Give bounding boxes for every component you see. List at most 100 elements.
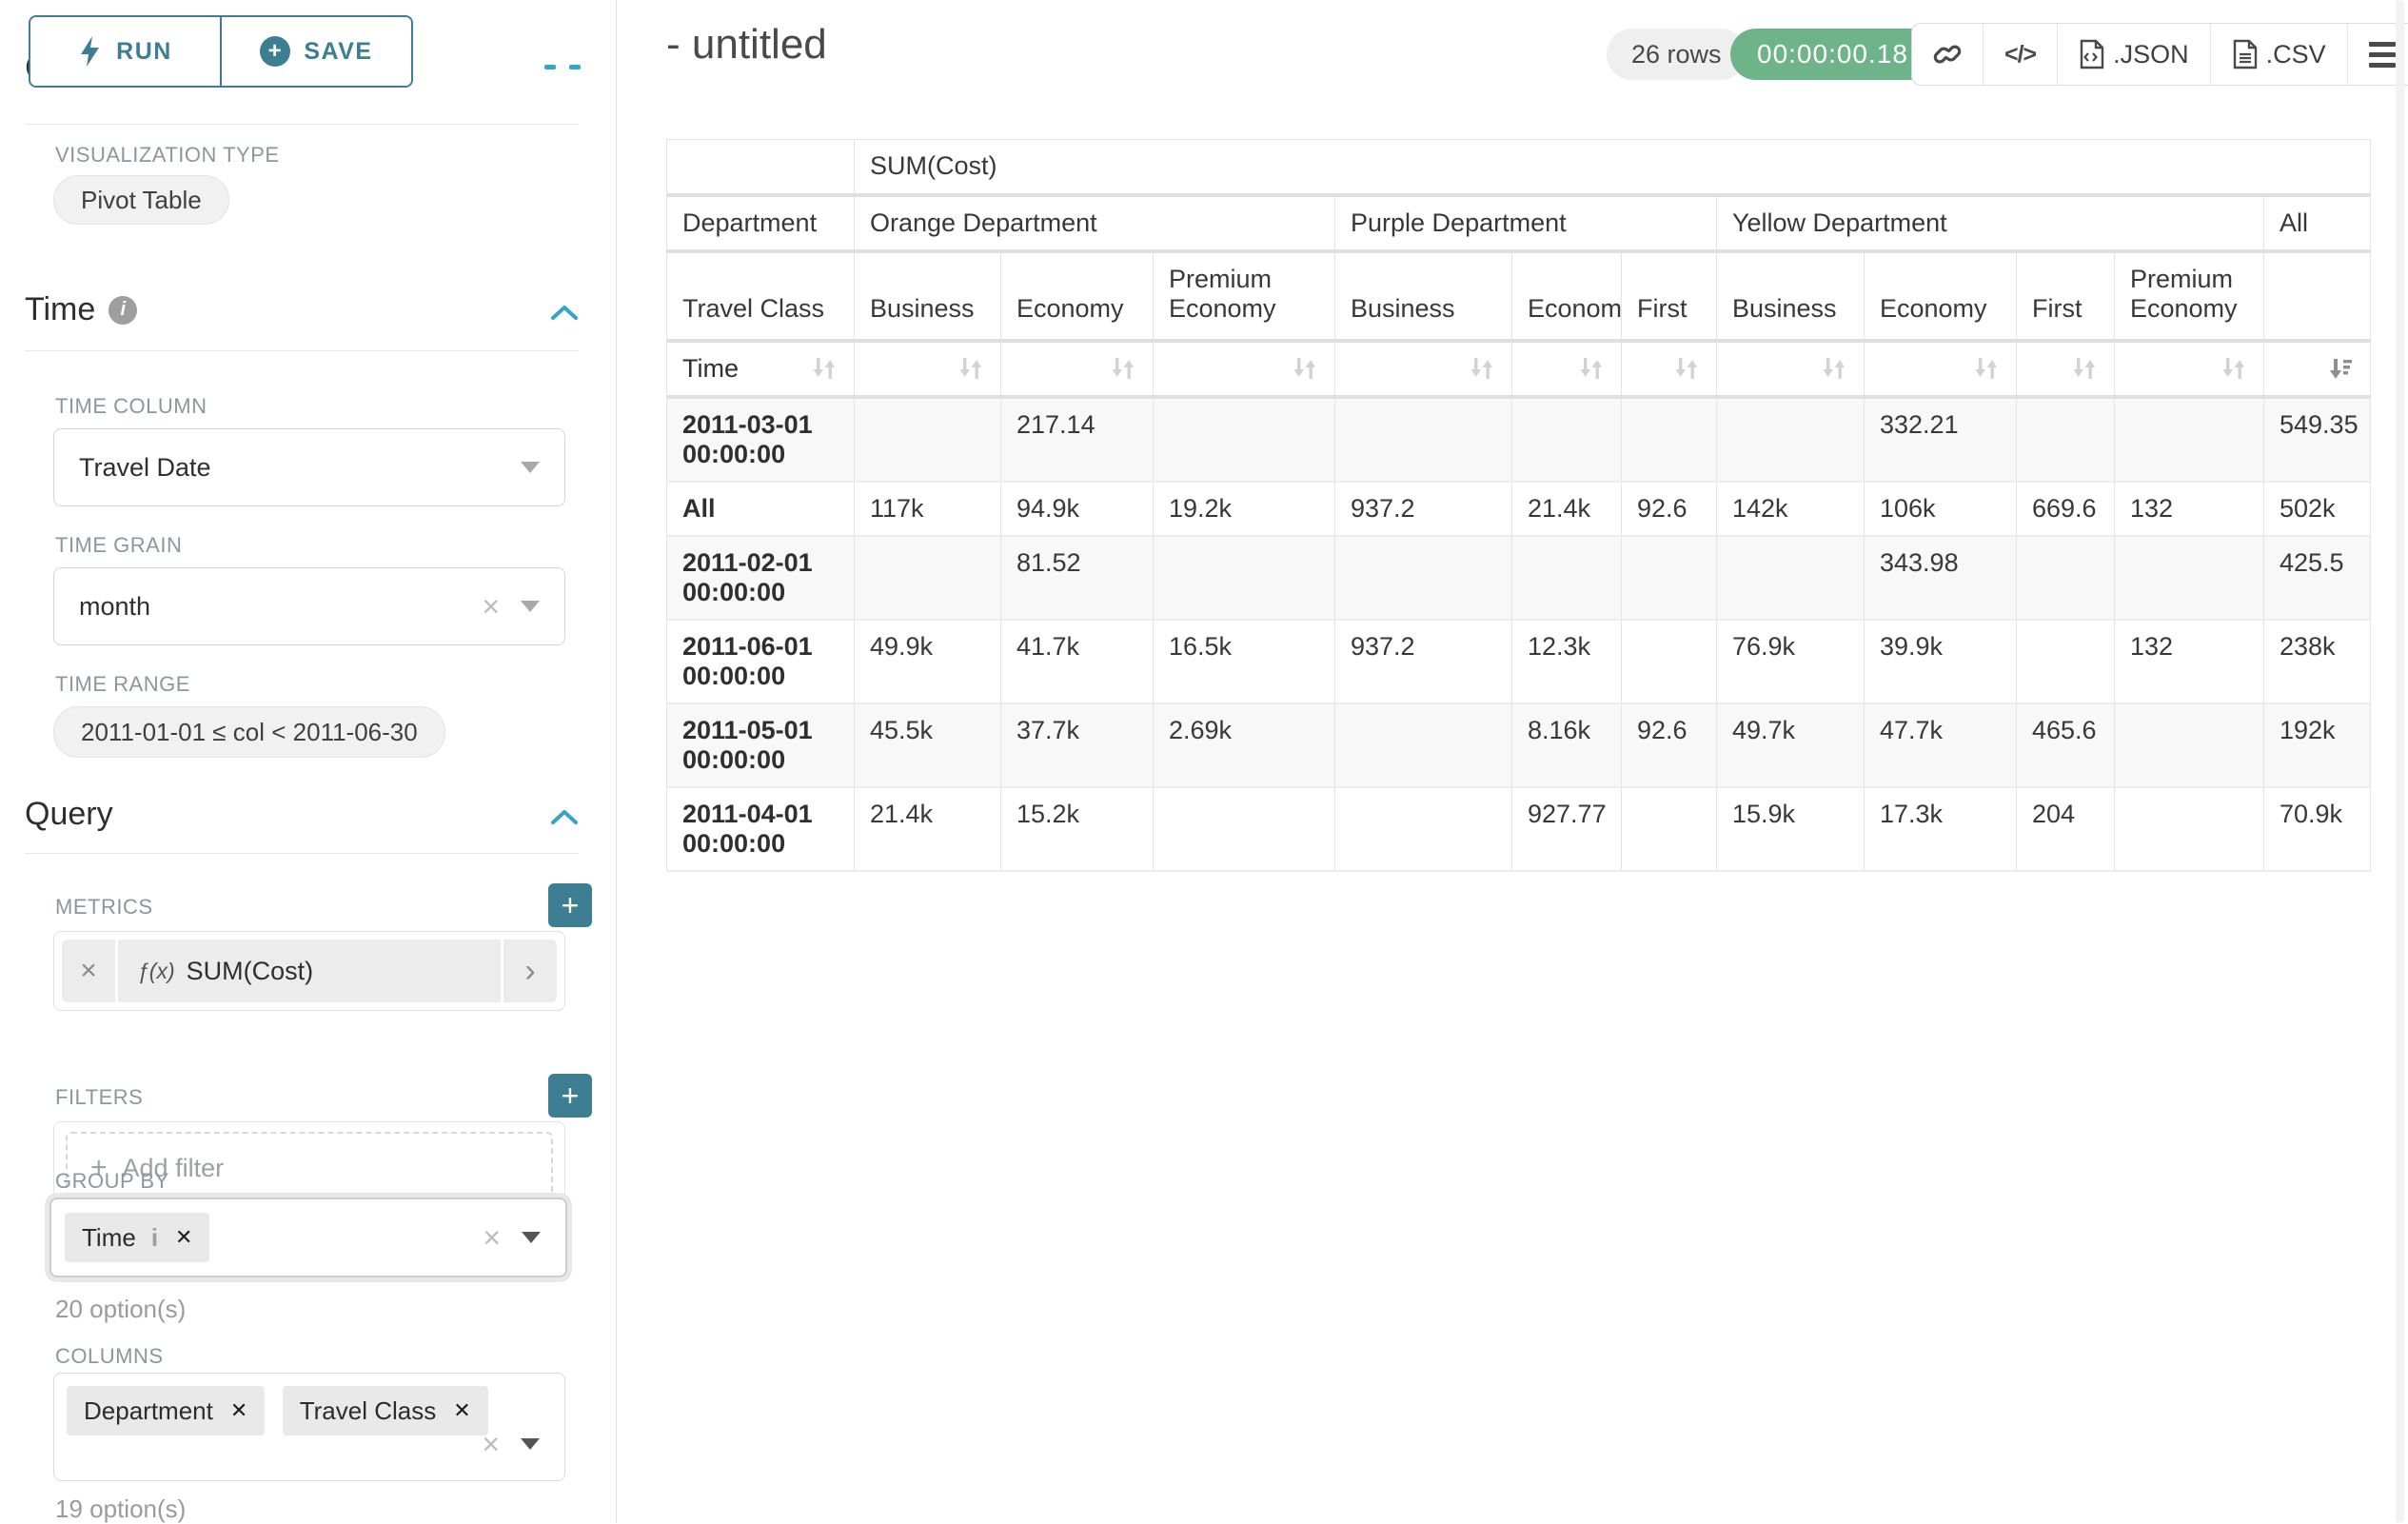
value-cell: [1621, 535, 1717, 620]
value-cell: 15.9k: [1716, 786, 1865, 871]
column-sort-cell[interactable]: [1864, 340, 2017, 397]
chevron-up-icon[interactable]: [550, 303, 579, 322]
group-by-select[interactable]: Time i ✕ ×: [49, 1197, 567, 1277]
copy-link-button[interactable]: [1912, 24, 1983, 85]
column-sort-cell[interactable]: [2262, 340, 2372, 397]
csv-file-icon: [2233, 39, 2257, 69]
link-icon: [1933, 45, 1962, 64]
time-grain-select[interactable]: month ×: [53, 567, 565, 645]
column-sort-cell[interactable]: [1621, 340, 1717, 397]
menu-button[interactable]: [2346, 24, 2408, 85]
caret-down-icon: [521, 601, 540, 612]
query-section-header[interactable]: Query: [25, 796, 113, 832]
sort-icon: [1470, 358, 1492, 379]
column-sort-cell[interactable]: [1334, 340, 1512, 397]
panel-resize-handle[interactable]: [544, 65, 581, 69]
row-label-cell: 2011-03-01 00:00:00: [666, 396, 855, 482]
column-sort-cell[interactable]: [2016, 340, 2115, 397]
fx-icon: ƒ(x): [137, 958, 175, 983]
time-column-label: TIME COLUMN: [55, 394, 207, 418]
caret-down-icon[interactable]: [522, 1232, 541, 1243]
page-scrollbar[interactable]: [2396, 0, 2404, 1523]
value-cell: 49.7k: [1716, 703, 1865, 787]
column-sort-cell[interactable]: [1153, 340, 1335, 397]
columns-chip-department[interactable]: Department ✕: [67, 1386, 266, 1435]
value-cell: 17.3k: [1864, 786, 2017, 871]
group-by-options-hint: 20 option(s): [55, 1295, 187, 1323]
value-cell: 21.4k: [1511, 481, 1622, 536]
row-label-cell: 2011-06-01 00:00:00: [666, 619, 855, 703]
embed-code-button[interactable]: </>: [1983, 24, 2057, 85]
column-sort-cell[interactable]: [854, 340, 1001, 397]
metrics-control: × ƒ(x) SUM(Cost) ›: [53, 931, 565, 1011]
caret-down-icon[interactable]: [521, 1438, 540, 1450]
value-cell: 94.9k: [1000, 481, 1154, 536]
remove-chip-icon[interactable]: ✕: [229, 1398, 248, 1422]
export-csv-button[interactable]: .CSV: [2209, 24, 2347, 85]
code-icon: </>: [2004, 40, 2037, 68]
column-sort-cell[interactable]: [1511, 340, 1622, 397]
value-cell: 45.5k: [854, 703, 1001, 787]
add-metric-button[interactable]: +: [548, 883, 592, 927]
time-column-select[interactable]: Travel Date: [53, 428, 565, 506]
info-icon: i: [109, 295, 138, 325]
value-cell: [2016, 396, 2115, 482]
value-cell: 937.2: [1334, 619, 1512, 703]
value-cell: 49.9k: [854, 619, 1001, 703]
column-sort-cell[interactable]: [1716, 340, 1865, 397]
time-section-header[interactable]: Time i: [25, 291, 138, 328]
columns-label: COLUMNS: [55, 1344, 164, 1368]
travel-class-header: Economy: [1000, 250, 1154, 341]
column-sort-cell[interactable]: [1000, 340, 1154, 397]
export-csv-label: .CSV: [2265, 39, 2326, 69]
filters-label: FILTERS: [55, 1085, 144, 1109]
lightning-icon: [81, 36, 100, 67]
row-label-cell: 2011-02-01 00:00:00: [666, 535, 855, 620]
row-dimension-sort-cell[interactable]: Time: [666, 340, 855, 397]
column-sort-cell[interactable]: [2114, 340, 2264, 397]
chevron-right-icon[interactable]: ›: [503, 940, 557, 1002]
columns-chip-travel-class[interactable]: Travel Class ✕: [282, 1386, 488, 1435]
sort-icon: [1975, 358, 1997, 379]
remove-chip-icon[interactable]: ✕: [175, 1225, 193, 1249]
row-label-cell: 2011-04-01 00:00:00: [666, 786, 855, 871]
clear-icon[interactable]: ×: [482, 589, 500, 623]
value-cell: [1621, 396, 1717, 482]
value-cell: 117k: [854, 481, 1001, 536]
clear-icon[interactable]: ×: [483, 1220, 501, 1255]
value-cell: 332.21: [1864, 396, 2017, 482]
sort-icon: [1293, 358, 1315, 379]
run-button[interactable]: RUN: [30, 17, 220, 86]
clear-icon[interactable]: ×: [482, 1427, 500, 1461]
chevron-up-icon[interactable]: [550, 807, 579, 826]
remove-chip-icon[interactable]: ✕: [453, 1398, 471, 1422]
divider: [25, 124, 579, 125]
save-button[interactable]: + SAVE: [220, 17, 411, 86]
metric-chip[interactable]: × ƒ(x) SUM(Cost) ›: [62, 940, 557, 1002]
value-cell: 8.16k: [1511, 703, 1622, 787]
columns-select[interactable]: Department ✕ Travel Class ✕ ×: [53, 1373, 565, 1481]
travel-class-header: Premium Economy: [1153, 250, 1335, 341]
travel-class-header: [2262, 250, 2372, 341]
remove-metric-icon[interactable]: ×: [62, 940, 115, 1002]
value-cell: [2016, 619, 2115, 703]
chart-title[interactable]: - untitled: [666, 21, 827, 68]
visualization-type-pill[interactable]: Pivot Table: [53, 175, 229, 225]
groupby-chip-time[interactable]: Time i ✕: [65, 1213, 210, 1262]
column-subdimension-cell: Travel Class: [666, 250, 855, 341]
value-cell: 465.6: [2016, 703, 2115, 787]
value-cell: 927.77: [1511, 786, 1622, 871]
department-group-header: Purple Department: [1334, 194, 1717, 251]
sort-icon: [1675, 358, 1697, 379]
caret-down-icon: [521, 462, 540, 473]
export-json-button[interactable]: .JSON: [2057, 24, 2210, 85]
plus-icon: +: [90, 1152, 108, 1183]
value-cell: [854, 396, 1001, 482]
value-cell: [1334, 535, 1512, 620]
value-cell: [2114, 396, 2264, 482]
value-cell: [1334, 396, 1512, 482]
hamburger-icon: [2368, 41, 2396, 68]
time-range-pill[interactable]: 2011-01-01 ≤ col < 2011-06-30: [53, 706, 445, 758]
value-cell: [2114, 786, 2264, 871]
add-filter-button[interactable]: +: [548, 1074, 592, 1118]
